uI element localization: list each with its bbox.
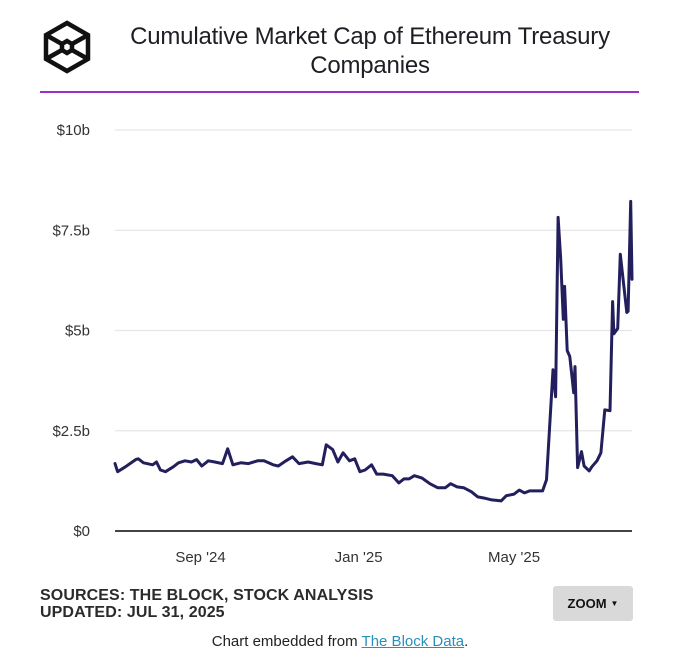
embed-suffix: . xyxy=(464,633,469,650)
chart-header: Cumulative Market Cap of Ethereum Treasu… xyxy=(38,18,640,82)
title-divider xyxy=(40,91,639,93)
embed-attribution: Chart embedded from The Block Data. xyxy=(0,633,680,650)
zoom-label: ZOOM xyxy=(567,596,607,611)
y-tick-label: $7.5b xyxy=(52,222,90,239)
sources-text: SOURCES: THE BLOCK, STOCK ANALYSIS xyxy=(40,587,374,604)
y-tick-label: $5b xyxy=(65,323,90,340)
the-block-logo-icon xyxy=(43,20,91,74)
y-tick-label: $2.5b xyxy=(52,423,90,440)
the-block-data-link[interactable]: The Block Data xyxy=(361,633,465,650)
y-tick-label: $0 xyxy=(73,523,90,540)
updated-text: UPDATED: JUL 31, 2025 xyxy=(40,604,225,621)
x-tick-label: Jan '25 xyxy=(335,549,383,566)
chart-sources: SOURCES: THE BLOCK, STOCK ANALYSIS UPDAT… xyxy=(40,587,374,621)
y-tick-label: $10b xyxy=(57,122,90,139)
line-chart: $0 $2.5b $5b $7.5b $10b Sep '24 Jan '25 May '25 xyxy=(52,122,634,566)
x-tick-label: Sep '24 xyxy=(175,549,225,566)
chart-title: Cumulative Market Cap of Ethereum Treasu… xyxy=(130,23,610,79)
zoom-dropdown-button[interactable]: ZOOM ▼ xyxy=(553,586,633,621)
embed-prefix: Chart embedded from xyxy=(211,633,362,650)
series-line xyxy=(113,199,634,503)
x-tick-label: May '25 xyxy=(488,549,540,566)
caret-down-icon: ▼ xyxy=(610,599,619,608)
